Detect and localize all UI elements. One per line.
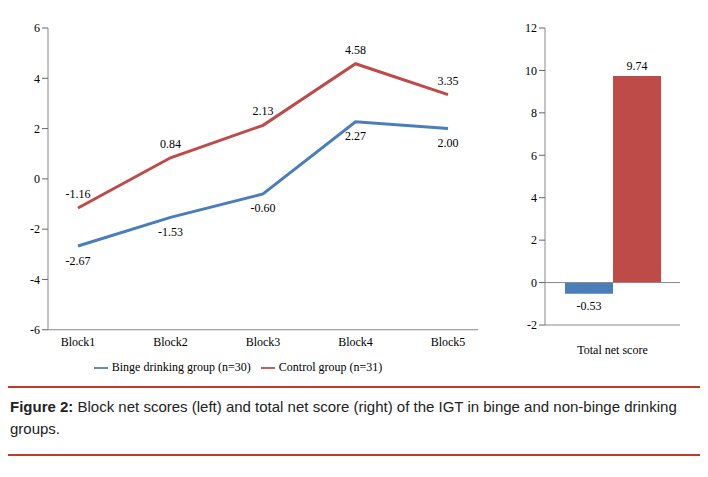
svg-text:2: 2 <box>531 233 537 247</box>
svg-text:-2: -2 <box>527 318 537 332</box>
svg-text:12: 12 <box>525 21 537 35</box>
svg-text:-6: -6 <box>30 323 40 337</box>
svg-text:-4: -4 <box>30 273 40 287</box>
svg-text:2.13: 2.13 <box>253 104 274 118</box>
svg-text:4: 4 <box>34 72 40 86</box>
html-text:Control group (n=31): Control group (n=31) <box>278 359 383 374</box>
svg-text:2.27: 2.27 <box>345 129 366 143</box>
svg-text:Block3: Block3 <box>246 335 281 349</box>
svg-text:4: 4 <box>531 191 537 205</box>
html-text:Figure 2: Block net scores (le: Figure 2: Block net scores (left) and to… <box>10 398 677 437</box>
svg-text:Block5: Block5 <box>431 335 466 349</box>
svg-text:2: 2 <box>34 122 40 136</box>
svg-text:0: 0 <box>34 172 40 186</box>
svg-text:-2: -2 <box>30 222 40 236</box>
svg-text:2.00: 2.00 <box>438 136 459 150</box>
svg-text:6: 6 <box>34 21 40 35</box>
svg-text:-0.53: -0.53 <box>577 299 602 313</box>
svg-text:8: 8 <box>531 106 537 120</box>
svg-text:3.35: 3.35 <box>438 74 459 88</box>
svg-text:Block1: Block1 <box>61 335 96 349</box>
svg-text:-1.53: -1.53 <box>158 225 183 239</box>
svg-text:Block4: Block4 <box>338 335 373 349</box>
svg-text:4.58: 4.58 <box>345 43 366 57</box>
svg-text:-2.67: -2.67 <box>66 254 91 268</box>
svg-text:Total net score: Total net score <box>577 343 647 357</box>
svg-text:9.74: 9.74 <box>627 59 648 73</box>
svg-text:0.84: 0.84 <box>160 137 181 151</box>
svg-text:Block2: Block2 <box>153 335 188 349</box>
html-text:Binge drinking group (n=30): Binge drinking group (n=30) <box>111 359 251 374</box>
svg-text:10: 10 <box>525 64 537 78</box>
svg-text:6: 6 <box>531 149 537 163</box>
svg-text:-0.60: -0.60 <box>251 201 276 215</box>
svg-text:0: 0 <box>531 276 537 290</box>
svg-text:-1.16: -1.16 <box>66 187 91 201</box>
